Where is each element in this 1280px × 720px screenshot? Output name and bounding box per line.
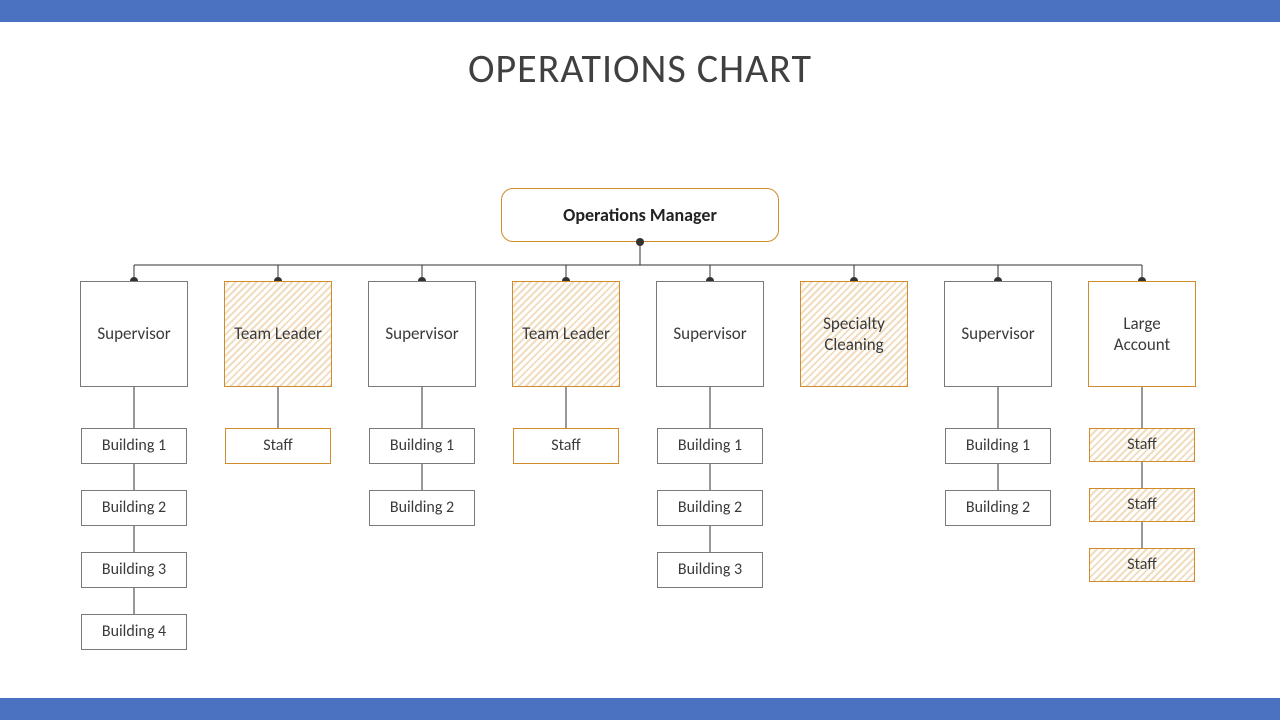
level3-node-1-0: Staff (225, 428, 331, 464)
level2-node-6: Supervisor (944, 281, 1052, 387)
level3-node-4-2: Building 3 (657, 552, 763, 588)
level2-node-2: Supervisor (368, 281, 476, 387)
level3-node-0-3: Building 4 (81, 614, 187, 650)
level2-node-1: Team Leader (224, 281, 332, 387)
top-bar (0, 0, 1280, 22)
root-node: Operations Manager (501, 188, 779, 242)
level2-node-3: Team Leader (512, 281, 620, 387)
level3-node-0-1: Building 2 (81, 490, 187, 526)
level3-node-4-0: Building 1 (657, 428, 763, 464)
bottom-bar (0, 698, 1280, 720)
level3-node-0-2: Building 3 (81, 552, 187, 588)
chart-title: OPERATIONS CHART (0, 44, 1280, 93)
level3-node-0-0: Building 1 (81, 428, 187, 464)
level3-node-4-1: Building 2 (657, 490, 763, 526)
level3-node-7-1: Staff (1089, 488, 1195, 522)
level3-node-6-1: Building 2 (945, 490, 1051, 526)
level3-node-7-0: Staff (1089, 428, 1195, 462)
level3-node-6-0: Building 1 (945, 428, 1051, 464)
level2-node-4: Supervisor (656, 281, 764, 387)
level3-node-2-1: Building 2 (369, 490, 475, 526)
connector-dot (636, 238, 644, 246)
level2-node-7: Large Account (1088, 281, 1196, 387)
level3-node-3-0: Staff (513, 428, 619, 464)
level3-node-7-2: Staff (1089, 548, 1195, 582)
level2-node-0: Supervisor (80, 281, 188, 387)
level3-node-2-0: Building 1 (369, 428, 475, 464)
level2-node-5: Specialty Cleaning (800, 281, 908, 387)
